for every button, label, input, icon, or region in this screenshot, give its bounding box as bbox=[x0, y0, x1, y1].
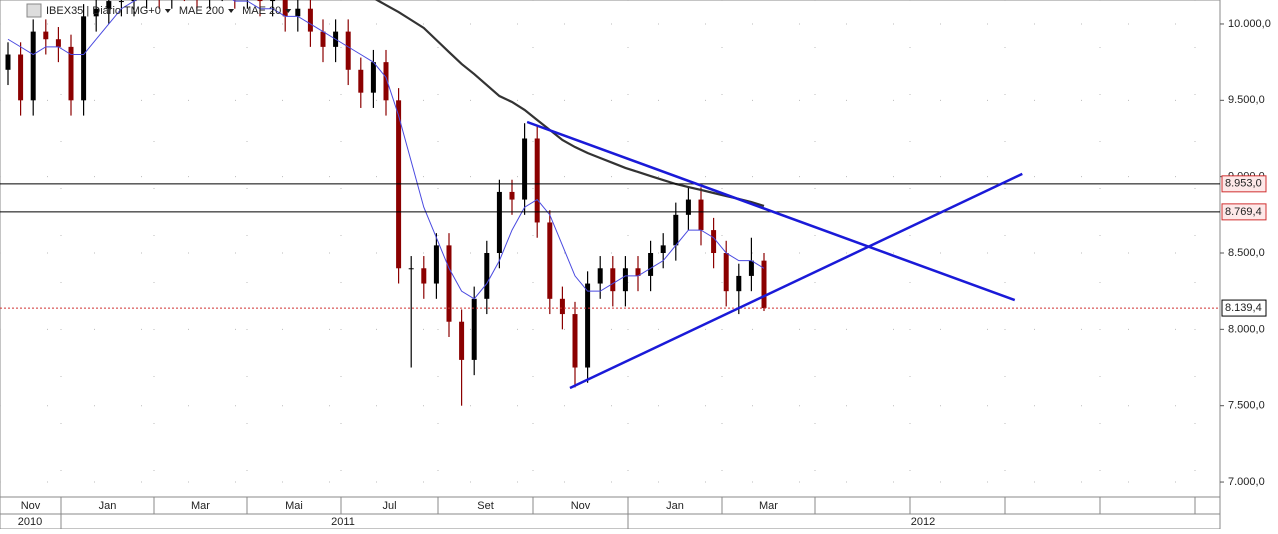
candle-body bbox=[585, 283, 591, 368]
x-tick-label: Nov bbox=[21, 500, 41, 512]
trendline bbox=[526, 120, 1016, 302]
candle-body bbox=[534, 138, 540, 223]
plot-area bbox=[0, 0, 1221, 498]
candle-body bbox=[307, 8, 313, 32]
candle-body bbox=[635, 268, 641, 276]
candle-body bbox=[295, 8, 301, 17]
candle-body bbox=[559, 298, 565, 315]
candle-body bbox=[18, 54, 24, 101]
y-tick-label: 10.000,0 bbox=[1228, 18, 1271, 30]
legend-entry[interactable]: MAE 200 bbox=[179, 5, 224, 17]
candle-body bbox=[421, 268, 427, 284]
year-label: 2010 bbox=[18, 516, 42, 528]
year-label: 2012 bbox=[911, 516, 935, 528]
candle-body bbox=[509, 191, 515, 200]
candle-body bbox=[522, 138, 528, 200]
x-axis bbox=[0, 496, 1221, 530]
level-label: 8.769,4 bbox=[1225, 206, 1262, 218]
x-tick-label: Mar bbox=[191, 500, 210, 512]
x-tick-label: Jan bbox=[666, 500, 684, 512]
candle-body bbox=[471, 298, 477, 360]
candle-body bbox=[711, 230, 717, 254]
x-tick-label: Jul bbox=[382, 500, 396, 512]
candle-body bbox=[484, 253, 490, 299]
level-label-box bbox=[1221, 299, 1267, 317]
candle-body bbox=[370, 62, 376, 93]
moving-average bbox=[374, 0, 765, 208]
symbol-icon[interactable] bbox=[26, 3, 42, 18]
y-tick-label: 8.000,0 bbox=[1228, 323, 1265, 335]
candle-body bbox=[55, 39, 61, 47]
x-tick-label: Mai bbox=[285, 500, 303, 512]
candle-body bbox=[383, 62, 389, 101]
candle-body bbox=[673, 214, 679, 246]
dropdown-arrow bbox=[285, 9, 292, 13]
candle-body bbox=[93, 8, 99, 17]
level-label: 8.139,4 bbox=[1225, 302, 1262, 314]
candle-body bbox=[572, 314, 578, 368]
candle-body bbox=[736, 275, 742, 292]
dropdown-arrow bbox=[228, 9, 235, 13]
level-label: 8.953,0 bbox=[1225, 178, 1262, 190]
x-tick-label: Mar bbox=[759, 500, 778, 512]
candle-body bbox=[433, 245, 439, 284]
moving-average bbox=[7, 0, 765, 300]
candle-body bbox=[547, 222, 553, 299]
y-tick-label: 8.500,0 bbox=[1228, 247, 1265, 259]
year-label: 2011 bbox=[331, 516, 355, 528]
candle-body bbox=[81, 16, 87, 101]
level-label-box bbox=[1221, 175, 1267, 193]
candle-body bbox=[5, 54, 11, 70]
symbol-name[interactable]: IBEX35 | Diário TMG+0 bbox=[46, 5, 161, 17]
candle-body bbox=[118, 1, 124, 3]
candle-body bbox=[43, 31, 49, 40]
candle-body bbox=[698, 199, 704, 231]
trendline bbox=[569, 172, 1023, 390]
candle-body bbox=[270, 0, 276, 2]
x-tick-label: Set bbox=[477, 500, 494, 512]
candle-body bbox=[459, 321, 465, 360]
candle-body bbox=[358, 69, 364, 93]
candle-body bbox=[723, 253, 729, 292]
candle-body bbox=[660, 245, 666, 254]
candle-body bbox=[106, 1, 112, 9]
candle-body bbox=[257, 0, 263, 2]
candle-body bbox=[446, 245, 452, 322]
level-label-box bbox=[1221, 203, 1267, 221]
x-tick-label: Jan bbox=[99, 500, 117, 512]
candle-body bbox=[685, 199, 691, 215]
candle-body bbox=[622, 268, 628, 292]
y-tick-label: 9.500,0 bbox=[1228, 94, 1265, 106]
candle-body bbox=[30, 31, 36, 101]
y-tick-label: 7.000,0 bbox=[1228, 476, 1265, 488]
candle-body bbox=[648, 253, 654, 276]
candle-body bbox=[68, 46, 74, 101]
candle-body bbox=[761, 260, 767, 309]
candle-body bbox=[282, 0, 288, 17]
candle-body bbox=[597, 268, 603, 284]
candle-body bbox=[610, 268, 616, 292]
candle-body bbox=[748, 260, 754, 276]
dropdown-arrow bbox=[164, 9, 171, 13]
candle-body bbox=[408, 268, 414, 270]
candle-body bbox=[496, 191, 502, 254]
candle-body bbox=[320, 31, 326, 47]
x-tick-label: Nov bbox=[571, 500, 591, 512]
y-tick-label: 7.500,0 bbox=[1228, 400, 1265, 412]
candle-body bbox=[345, 31, 351, 70]
legend-entry[interactable]: MAE 20 bbox=[242, 5, 281, 17]
